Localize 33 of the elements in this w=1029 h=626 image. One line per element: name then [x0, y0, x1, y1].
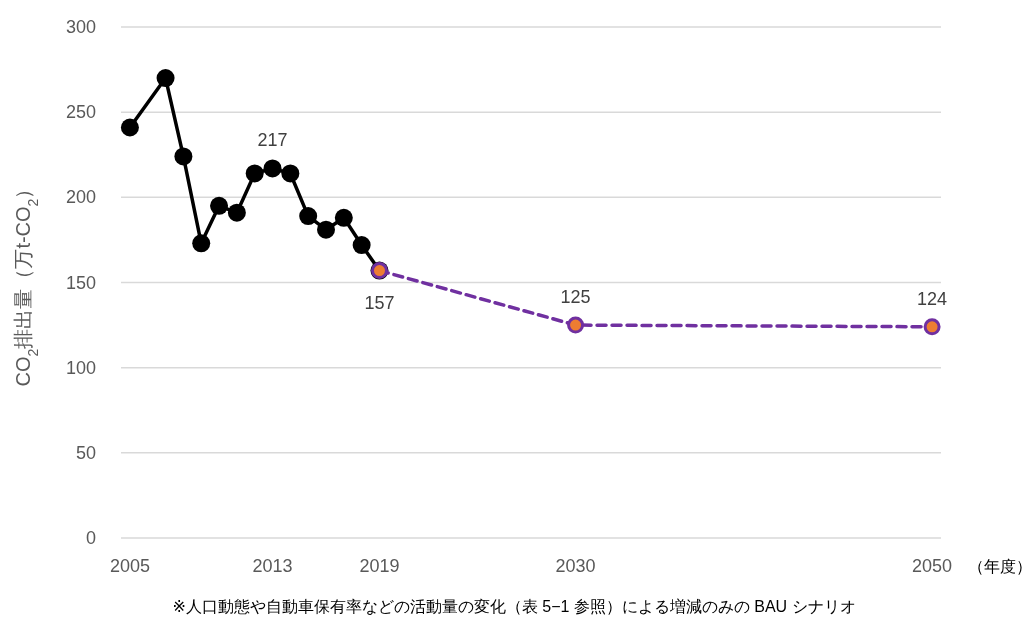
x-tick-label: 2030: [555, 556, 596, 576]
point: [334, 208, 353, 227]
y-tick-label: 300: [65, 17, 96, 37]
x-tick-label: 2013: [252, 556, 293, 576]
x-tick-label: 2050: [912, 556, 953, 576]
x-axis-title: （年度）: [968, 558, 1029, 575]
point: [317, 220, 335, 239]
y-tick-label: 100: [65, 357, 96, 378]
y-tick-label: 200: [65, 187, 96, 208]
data-label: 125: [560, 287, 591, 308]
point: [923, 318, 941, 336]
y-tick-label: 250: [65, 102, 96, 123]
y-tick-label: 150: [65, 272, 96, 293]
point: [192, 234, 211, 253]
point: [567, 316, 585, 334]
data-label: 217: [257, 130, 288, 151]
data-label: 124: [917, 288, 948, 309]
x-tick-label: 2005: [109, 556, 150, 576]
point: [245, 164, 264, 183]
text: ※人口動態や自動車保有率などの活動量の変化（表 5−1 参照）による増減のみの BAU シナリオ: [172, 598, 856, 615]
point: [352, 236, 371, 255]
point: [156, 69, 175, 88]
x-tick-label: 2019: [359, 556, 400, 576]
point: [281, 164, 300, 183]
point: [263, 159, 282, 178]
point: [120, 118, 139, 137]
point: [174, 147, 193, 166]
data-label: 157: [364, 292, 395, 313]
y-tick-label: 0: [85, 528, 96, 548]
y-tick-label: 50: [75, 442, 96, 463]
point: [299, 207, 318, 226]
point: [210, 196, 229, 215]
point: [227, 203, 246, 222]
